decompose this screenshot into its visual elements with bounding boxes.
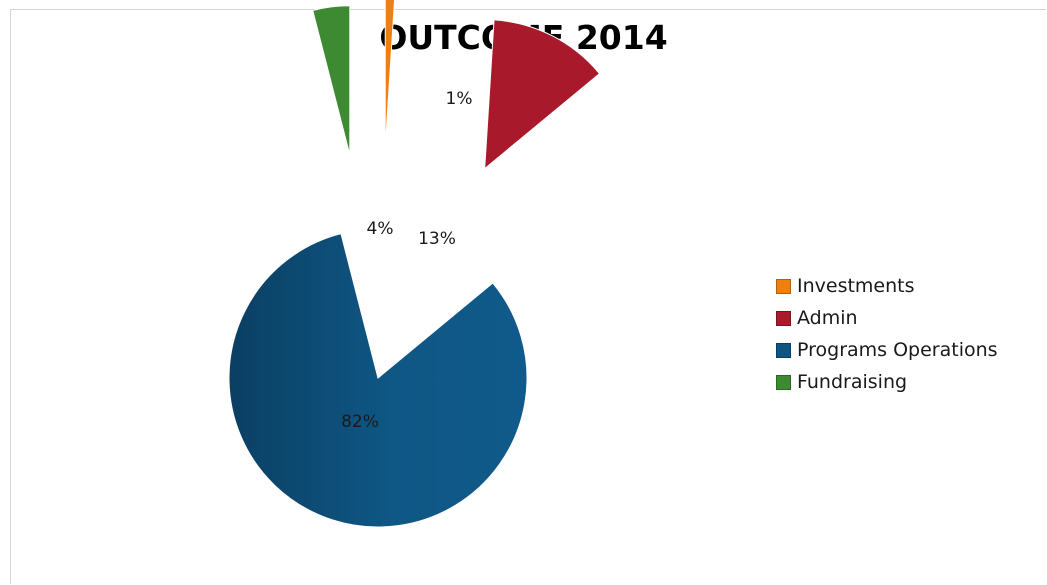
legend-label-fundraising: Fundraising bbox=[797, 371, 908, 393]
legend-item-fundraising: Fundraising bbox=[776, 366, 998, 398]
legend-label-investments: Investments bbox=[797, 275, 915, 297]
legend: Investments Admin Programs Operations Fu… bbox=[776, 270, 998, 398]
pie-slice-programs-operations bbox=[228, 233, 528, 528]
pie-data-labels: 1% 13% 82% 4% bbox=[341, 89, 472, 432]
legend-item-investments: Investments bbox=[776, 270, 998, 302]
legend-item-programs-operations: Programs Operations bbox=[776, 334, 998, 366]
pie-slice-investments bbox=[384, 0, 396, 149]
data-label-programs-operations: 82% bbox=[341, 412, 379, 432]
legend-label-programs-operations: Programs Operations bbox=[797, 339, 998, 361]
data-label-fundraising: 4% bbox=[367, 219, 394, 239]
data-label-admin: 13% bbox=[418, 229, 456, 249]
pie-slices bbox=[228, 0, 601, 528]
data-label-investments: 1% bbox=[446, 89, 473, 109]
legend-swatch-admin bbox=[776, 310, 791, 326]
legend-swatch-fundraising bbox=[776, 374, 791, 390]
legend-item-admin: Admin bbox=[776, 302, 998, 334]
pie-slice-fundraising bbox=[312, 5, 351, 155]
legend-swatch-programs-operations bbox=[776, 342, 791, 358]
legend-label-admin: Admin bbox=[797, 307, 858, 329]
pie-slice-admin bbox=[484, 19, 601, 170]
legend-swatch-investments bbox=[776, 278, 791, 294]
